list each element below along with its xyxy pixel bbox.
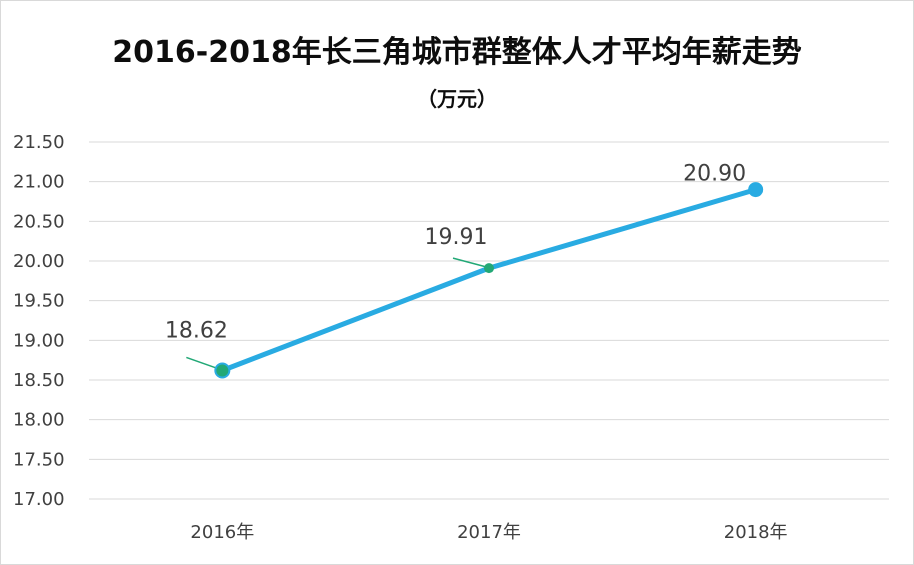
y-tick-label: 19.50 [13,291,65,312]
data-label: 18.62 [165,318,228,343]
y-tick-label: 20.00 [13,251,65,272]
data-label: 20.90 [683,162,746,187]
x-tick-label: 2017年 [457,522,521,543]
chart-subtitle: （万元） [417,87,497,111]
data-point [748,182,764,198]
data-point [214,362,231,379]
x-tick-label: 2016年 [190,522,254,543]
y-tick-label: 20.50 [13,211,65,232]
chart-title: 2016-2018年长三角城市群整体人才平均年薪走势 [112,35,802,70]
leader-line [452,257,488,268]
series-line [219,187,759,373]
y-tick-label: 18.50 [13,370,65,391]
y-tick-label: 17.50 [13,449,65,470]
x-tick-label: 2018年 [724,522,788,543]
y-tick-label: 21.50 [13,132,65,153]
y-tick-label: 18.00 [13,410,65,431]
y-tick-label: 17.00 [13,489,65,510]
data-point [484,263,494,274]
y-tick-label: 19.00 [13,330,65,351]
data-label: 19.91 [425,225,488,250]
y-tick-label: 21.00 [13,172,65,193]
leader-line [186,356,221,371]
